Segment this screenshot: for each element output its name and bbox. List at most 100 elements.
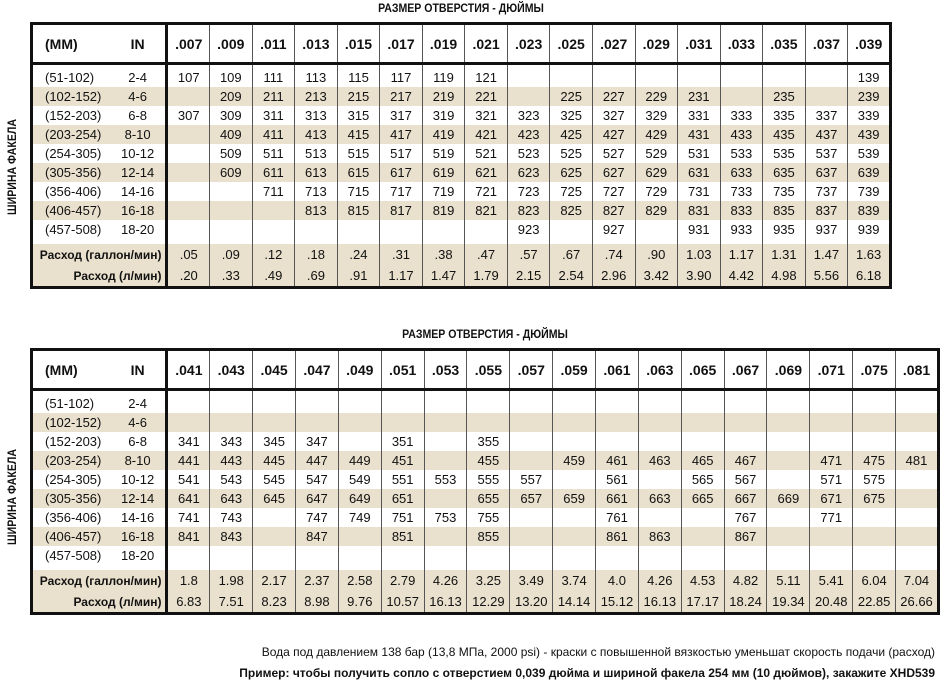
value-cell: 813 — [294, 201, 338, 220]
in-cell: 14-16 — [120, 510, 155, 525]
value-cell: 341 — [165, 432, 210, 451]
flow-cell: 12.29 — [466, 591, 510, 614]
value-cell: 513 — [294, 144, 338, 163]
value-cell: 671 — [809, 489, 853, 508]
value-cell: 419 — [421, 125, 465, 144]
data-row: (102-152) 4-6 209 211 213 215 217 219 221 225 227 2… — [31, 87, 891, 106]
value-cell: 933 — [719, 220, 763, 239]
value-cell — [509, 527, 553, 546]
value-cell: 425 — [549, 125, 593, 144]
value-cell — [677, 68, 721, 87]
value-cell: 343 — [209, 432, 253, 451]
value-cell: 747 — [295, 508, 339, 527]
flow-cell: 13.20 — [509, 591, 553, 614]
data-row: (457-508) 18-20 — [32, 546, 939, 565]
spacer-row — [32, 389, 939, 394]
value-cell: 553 — [423, 470, 467, 489]
value-cell: 219 — [421, 87, 465, 106]
value-cell: 675 — [852, 489, 896, 508]
side-label: ШИРИНА ФАКЕЛА — [5, 449, 19, 545]
header-cell: .049 — [337, 349, 382, 391]
flow-cell: 4.26 — [637, 570, 682, 591]
in-cell: 18-20 — [121, 222, 155, 237]
value-cell — [634, 68, 678, 87]
value-cell: 631 — [677, 163, 721, 182]
value-cell — [209, 182, 253, 201]
value-cell: 309 — [209, 106, 253, 125]
value-cell: 923 — [506, 220, 550, 239]
cell — [294, 239, 338, 244]
value-cell — [719, 87, 763, 106]
value-cell: 655 — [466, 489, 510, 508]
value-cell: 417 — [379, 125, 423, 144]
value-cell: 855 — [466, 527, 510, 546]
mm-cell: (254-305) — [45, 472, 102, 487]
value-cell — [595, 546, 639, 565]
value-cell — [165, 201, 210, 220]
cell — [295, 565, 339, 570]
flow-cell: 4.26 — [423, 570, 467, 591]
value-cell — [423, 451, 467, 470]
value-cell — [552, 546, 596, 565]
value-cell: 827 — [591, 201, 635, 220]
value-cell — [852, 508, 896, 527]
cell — [595, 565, 639, 570]
value-cell — [165, 182, 210, 201]
value-cell: 449 — [337, 451, 382, 470]
value-cell — [380, 546, 425, 565]
cell — [804, 239, 848, 244]
cell — [464, 63, 508, 68]
flow-cell: 1.47 — [421, 265, 465, 288]
header-cell: .041 — [165, 349, 210, 391]
value-cell: 321 — [464, 106, 508, 125]
cell — [209, 63, 253, 68]
value-cell: 409 — [209, 125, 253, 144]
value-cell: 427 — [591, 125, 635, 144]
cell — [634, 63, 678, 68]
value-cell — [637, 546, 682, 565]
mm-cell: (406-457) — [31, 201, 110, 220]
value-cell: 443 — [209, 451, 253, 470]
value-cell: 735 — [762, 182, 806, 201]
mm-cell: (305-356) — [31, 489, 110, 508]
mm-cell: (51-102) — [45, 396, 95, 411]
value-cell — [506, 87, 550, 106]
value-cell: 475 — [852, 451, 896, 470]
value-cell: 663 — [637, 489, 682, 508]
cell — [336, 63, 380, 68]
flow-cell: 2.15 — [506, 265, 550, 288]
flow-label: Расход (галлон/мин) — [31, 570, 167, 591]
value-cell: 433 — [719, 125, 763, 144]
cell — [847, 239, 891, 244]
flow-cell: 4.0 — [595, 570, 639, 591]
value-cell — [209, 413, 253, 432]
value-cell — [252, 527, 296, 546]
value-cell: 323 — [506, 106, 550, 125]
value-cell — [165, 220, 210, 239]
flow-cell: 5.11 — [766, 570, 810, 591]
mm-cell: (356-406) — [45, 184, 102, 199]
flow-cell: 2.58 — [337, 570, 382, 591]
value-cell — [165, 413, 210, 432]
value-cell — [804, 87, 848, 106]
in-cell: 12-14 — [109, 489, 167, 508]
flow-cell: .31 — [379, 244, 423, 265]
in-cell: 8-10 — [109, 451, 167, 470]
flow-cell: 1.79 — [464, 265, 508, 288]
flow-cell: .49 — [251, 265, 295, 288]
flow-cell: .57 — [506, 244, 550, 265]
value-cell: 355 — [466, 432, 510, 451]
flow-cell: 14.14 — [552, 591, 596, 614]
value-cell: 557 — [509, 470, 553, 489]
value-cell: 459 — [552, 451, 596, 470]
flow-cell: 20.48 — [809, 591, 853, 614]
flow-cell: .90 — [634, 244, 678, 265]
value-cell: 657 — [509, 489, 553, 508]
size-table: (MM) IN .041.043.045.047.049.051.053.055.0… — [30, 348, 940, 615]
value-cell: 565 — [680, 470, 725, 489]
value-cell — [852, 394, 896, 413]
value-cell: 863 — [637, 527, 682, 546]
value-cell: 935 — [762, 220, 806, 239]
value-cell: 625 — [549, 163, 593, 182]
value-cell: 647 — [295, 489, 339, 508]
